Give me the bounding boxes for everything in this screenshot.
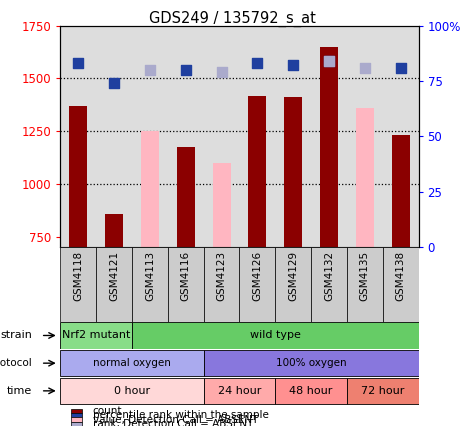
- Text: 0 hour: 0 hour: [114, 386, 150, 396]
- Text: strain: strain: [0, 331, 32, 340]
- Text: Nrf2 mutant: Nrf2 mutant: [62, 331, 131, 340]
- Bar: [311, 247, 347, 322]
- Bar: [96, 247, 132, 322]
- Bar: [60, 247, 96, 322]
- Text: GSM4132: GSM4132: [324, 251, 334, 301]
- Point: [182, 66, 190, 73]
- Bar: [132, 247, 168, 322]
- Text: 72 hour: 72 hour: [361, 386, 405, 396]
- Text: GSM4135: GSM4135: [360, 251, 370, 301]
- Bar: [69, 106, 87, 247]
- Text: GSM4113: GSM4113: [145, 251, 155, 301]
- Point: [397, 64, 405, 71]
- Text: protocol: protocol: [0, 358, 32, 368]
- Point: [146, 66, 153, 73]
- Bar: [60, 350, 204, 377]
- Bar: [132, 322, 419, 349]
- Text: GSM4123: GSM4123: [217, 251, 226, 301]
- Text: 24 hour: 24 hour: [218, 386, 261, 396]
- Bar: [383, 247, 418, 322]
- Bar: [71, 422, 82, 426]
- Text: 100% oxygen: 100% oxygen: [276, 358, 346, 368]
- Bar: [204, 377, 275, 404]
- Bar: [105, 214, 123, 247]
- Bar: [141, 131, 159, 247]
- Text: count: count: [93, 406, 122, 416]
- Text: normal oxygen: normal oxygen: [93, 358, 171, 368]
- Bar: [60, 377, 204, 404]
- Bar: [239, 247, 275, 322]
- Bar: [275, 247, 311, 322]
- Text: GSM4138: GSM4138: [396, 251, 405, 301]
- Point: [111, 80, 118, 86]
- Text: GSM4116: GSM4116: [181, 251, 191, 301]
- Point: [361, 64, 368, 71]
- Bar: [204, 350, 418, 377]
- Point: [218, 69, 225, 75]
- Text: GSM4129: GSM4129: [288, 251, 298, 301]
- Bar: [177, 147, 195, 247]
- Bar: [275, 377, 347, 404]
- Bar: [347, 247, 383, 322]
- Text: GSM4121: GSM4121: [109, 251, 119, 301]
- Text: time: time: [7, 386, 32, 396]
- Point: [74, 60, 82, 66]
- Bar: [60, 322, 132, 349]
- Bar: [248, 96, 266, 247]
- Point: [326, 58, 333, 64]
- Bar: [213, 163, 231, 247]
- Bar: [204, 247, 239, 322]
- Bar: [347, 377, 418, 404]
- Bar: [71, 413, 82, 417]
- Bar: [71, 417, 82, 422]
- Bar: [356, 108, 374, 247]
- Text: GSM4126: GSM4126: [252, 251, 262, 301]
- Point: [289, 62, 297, 69]
- Text: value, Detection Call = ABSENT: value, Detection Call = ABSENT: [93, 414, 258, 425]
- Text: percentile rank within the sample: percentile rank within the sample: [93, 410, 269, 420]
- Text: GDS249 / 135792_s_at: GDS249 / 135792_s_at: [149, 11, 316, 27]
- Text: wild type: wild type: [250, 331, 301, 340]
- Bar: [168, 247, 204, 322]
- Bar: [392, 135, 410, 247]
- Text: GSM4118: GSM4118: [73, 251, 83, 301]
- Point: [254, 60, 261, 66]
- Bar: [284, 97, 302, 247]
- Bar: [320, 47, 338, 247]
- Text: 48 hour: 48 hour: [289, 386, 333, 396]
- Text: rank, Detection Call = ABSENT: rank, Detection Call = ABSENT: [93, 419, 253, 426]
- Bar: [71, 409, 82, 413]
- Point: [326, 58, 333, 64]
